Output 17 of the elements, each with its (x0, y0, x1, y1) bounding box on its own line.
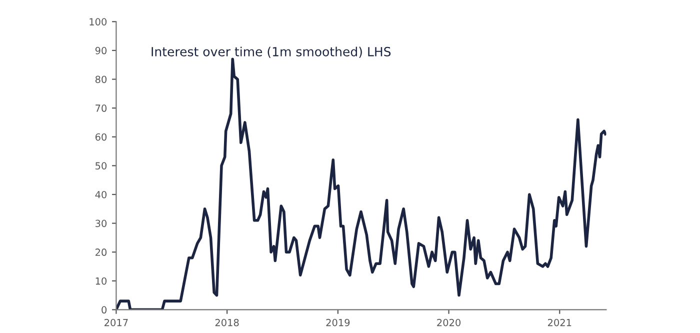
y-tick-label: 0 (102, 306, 107, 314)
y-tick-label: 80 (95, 76, 107, 84)
x-tick-label: 2020 (437, 318, 461, 326)
y-tick-label: 60 (95, 133, 107, 141)
x-tick-label: 2018 (215, 318, 239, 326)
annotation: Interest over time (1m smoothed) LHS (152, 46, 391, 58)
y-tick-label: 40 (95, 190, 107, 198)
y-tick-label: 30 (96, 220, 107, 228)
y-tick-label: 20 (96, 248, 107, 256)
y-tick-label: 100 (90, 18, 107, 26)
x-tick-label: 2017 (104, 318, 128, 326)
y-tick-label: 90 (95, 46, 107, 54)
x-tick-label: 2019 (326, 318, 350, 326)
y-tick-label: 70 (96, 104, 107, 112)
x-tick-label: 2021 (548, 318, 572, 326)
y-tick-label: 50 (96, 162, 107, 170)
y-tick-label: 10 (96, 277, 107, 285)
